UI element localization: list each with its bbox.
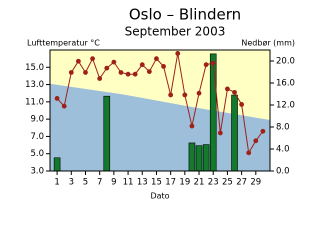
temperature-point: [83, 70, 88, 75]
y2-tick-label: 12.0: [276, 101, 295, 111]
chart: Oslo – Blindern September 2003 Lufttempe…: [25, 6, 295, 201]
temperature-point: [232, 89, 237, 95]
precipitation-bar: [103, 95, 111, 172]
precipitation-bar: [231, 94, 238, 172]
y-tick-label: 7.0: [30, 132, 44, 142]
temperature-point: [61, 103, 67, 109]
x-tick-label: 11: [123, 178, 134, 188]
chart-title: Oslo – Blindern: [129, 6, 241, 24]
precipitation-bar: [53, 157, 61, 172]
precipitation-bar: [202, 144, 210, 172]
temperature-point: [75, 58, 81, 64]
x-tick-label: 1: [54, 178, 59, 188]
temperature-point: [168, 92, 174, 98]
y-tick-label: 15.0: [25, 63, 44, 73]
temperature-point: [189, 123, 195, 129]
temperature-point: [146, 69, 152, 75]
x-tick-label: 25: [222, 178, 233, 188]
x-tick-label: 9: [111, 178, 116, 188]
temperature-point: [196, 90, 202, 96]
temperature-point: [90, 56, 95, 62]
temperature-point: [54, 96, 60, 101]
y-axis-label: Lufttemperatur °C: [27, 39, 100, 48]
temperature-point: [132, 71, 138, 77]
x-tick-label: 21: [194, 178, 205, 188]
temperature-point: [225, 86, 230, 92]
x-tick-label: 15: [151, 178, 162, 188]
precipitation-bar: [195, 145, 203, 172]
x-tick-label: 5: [83, 178, 88, 188]
temperature-point: [260, 128, 266, 134]
precipitation-bar: [209, 53, 217, 172]
temperature-point: [253, 138, 259, 144]
x-tick-label: 23: [208, 178, 219, 188]
y-tick-label: 11.0: [25, 97, 44, 107]
temperature-point: [217, 130, 223, 136]
temperature-point: [104, 65, 110, 71]
temperature-point: [111, 59, 117, 65]
temperature-point: [182, 92, 188, 98]
y2-tick-label: 4.0: [276, 145, 290, 155]
y-tick-label: 9.0: [30, 115, 44, 125]
y2-tick-label: 16.0: [276, 79, 295, 89]
temperature-point: [161, 64, 166, 69]
temperature-point: [125, 71, 131, 77]
x-tick-label: 27: [236, 178, 247, 188]
temperature-point: [246, 150, 252, 156]
temperature-point: [175, 51, 181, 56]
temperature-point: [68, 70, 74, 75]
temperature-point: [210, 60, 216, 66]
x-tick-label: 7: [97, 178, 102, 188]
y-tick-label: 3.0: [30, 167, 44, 177]
temperature-point: [97, 76, 103, 81]
y2-tick-label: 20.0: [276, 57, 295, 67]
temperature-point: [239, 102, 245, 107]
y-tick-label: 5.0: [30, 149, 44, 159]
plot-frame: [49, 49, 271, 172]
y-tick-label: 13.0: [25, 80, 44, 90]
y2-tick-label: 0.0: [276, 167, 290, 177]
y2-axis-label: Nedbør (mm): [241, 39, 295, 48]
x-tick-label: 29: [250, 178, 261, 188]
chart-subtitle: September 2003: [125, 25, 226, 39]
precipitation-bar: [188, 142, 196, 172]
temperature-point: [139, 62, 145, 68]
temperature-point: [203, 62, 209, 68]
x-tick-label: 19: [179, 178, 190, 188]
x-tick-label: 17: [165, 178, 176, 188]
x-tick-label: 3: [69, 178, 74, 188]
y2-tick-label: 8.0: [276, 123, 290, 133]
x-axis-label: Dato: [150, 192, 169, 201]
temperature-point: [118, 70, 124, 75]
x-tick-label: 13: [137, 178, 148, 188]
temperature-point: [154, 56, 159, 62]
